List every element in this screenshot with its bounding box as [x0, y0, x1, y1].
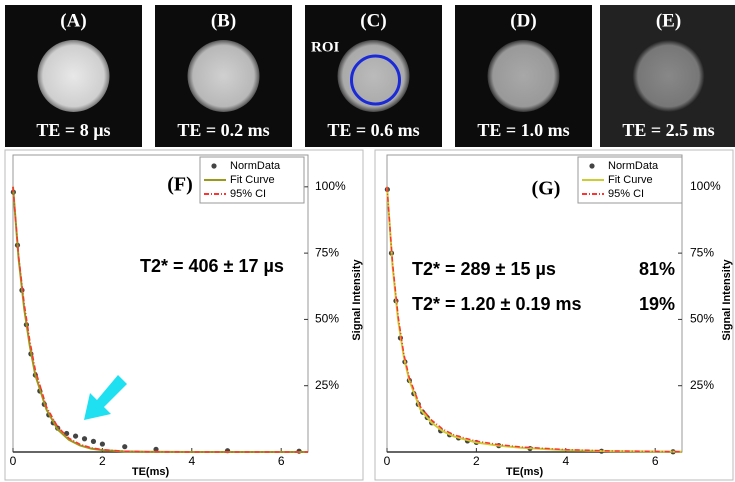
panel-label: (F): [167, 174, 193, 196]
annotation: 19%: [639, 294, 675, 314]
legend-marker: [211, 163, 217, 169]
y-tick-label: 25%: [690, 378, 714, 392]
arrow: [84, 375, 127, 420]
ci-curve: [386, 186, 683, 453]
y-tick-label: 50%: [315, 312, 339, 326]
panel-label: (D): [510, 10, 536, 31]
data-point: [122, 444, 128, 450]
x-tick-label: 4: [188, 454, 195, 468]
fit-curve: [12, 186, 308, 453]
phantom: [487, 40, 560, 112]
te-caption: TE = 0.2 ms: [177, 120, 269, 140]
data-point: [81, 436, 88, 442]
panel-label: (B): [211, 10, 236, 31]
plot-area: [386, 154, 683, 453]
x-tick-label: 2: [99, 454, 106, 468]
legend-label: NormData: [608, 160, 659, 172]
x-tick-label: 6: [652, 454, 659, 468]
phantom: [187, 40, 260, 112]
annotation: 81%: [639, 259, 675, 279]
y-tick-label: 75%: [315, 245, 339, 259]
ci-curve: [12, 186, 308, 453]
legend-label: Fit Curve: [608, 174, 653, 186]
x-axis-label: TE(ms): [506, 466, 544, 478]
legend-label: NormData: [230, 160, 281, 172]
plot-area: [12, 154, 309, 453]
legend-label: 95% CI: [608, 188, 644, 200]
x-tick-label: 4: [562, 454, 569, 468]
x-tick-label: 2: [473, 454, 480, 468]
te-caption: TE = 8 µs: [36, 120, 110, 140]
roi-circle: [350, 54, 401, 106]
data-point: [72, 433, 79, 439]
phantom: [37, 40, 110, 112]
y-tick-label: 25%: [315, 378, 339, 392]
legend-label: Fit Curve: [230, 174, 275, 186]
legend-label: 95% CI: [230, 188, 266, 200]
y-tick-label: 100%: [690, 179, 721, 193]
data-point: [153, 446, 159, 452]
annotation: T2* = 406 ± 17 µs: [140, 256, 284, 276]
x-tick-label: 6: [278, 454, 285, 468]
y-axis-label: Signal Intensity: [351, 258, 363, 340]
te-caption: TE = 0.6 ms: [327, 120, 419, 140]
data-point: [90, 438, 97, 444]
x-tick-label: 0: [384, 454, 391, 468]
legend-marker: [589, 163, 595, 169]
y-axis-label: Signal Intensity: [721, 258, 733, 340]
x-axis-label: TE(ms): [132, 466, 170, 478]
panel-label: (E): [656, 10, 681, 31]
panel-label: (G): [532, 178, 561, 200]
te-caption: TE = 1.0 ms: [477, 120, 569, 140]
roi-label: ROI: [311, 39, 340, 55]
y-tick-label: 75%: [690, 245, 714, 259]
panel-label: (C): [360, 10, 386, 31]
y-tick-label: 50%: [690, 312, 714, 326]
te-caption: TE = 2.5 ms: [622, 120, 714, 140]
data-point: [99, 441, 105, 447]
y-tick-label: 100%: [315, 179, 346, 193]
phantom: [632, 40, 705, 112]
annotation: T2* = 289 ± 15 µs: [412, 259, 556, 279]
panel-label: (A): [60, 10, 86, 31]
annotation: T2* = 1.20 ± 0.19 ms: [412, 294, 582, 314]
x-tick-label: 0: [10, 454, 17, 468]
